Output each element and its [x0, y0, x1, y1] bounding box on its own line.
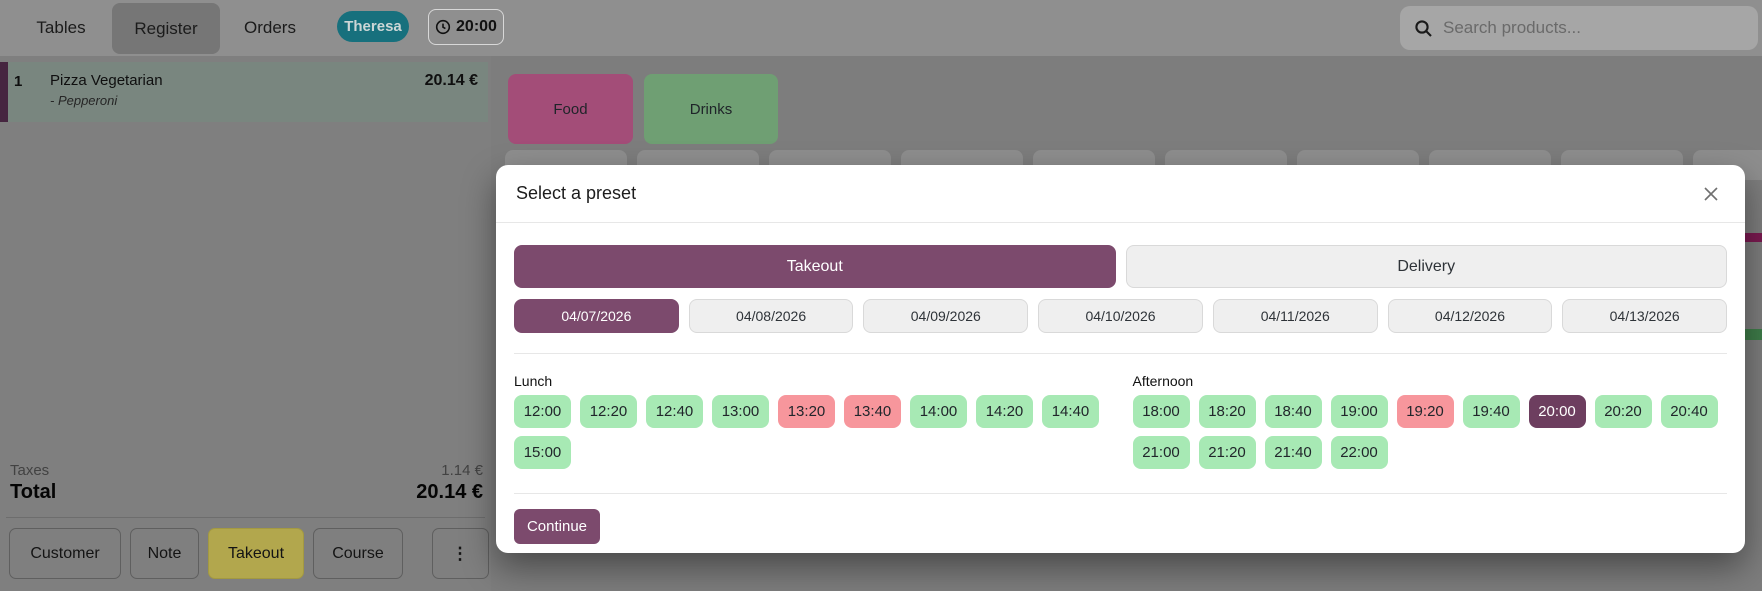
time-slot-button[interactable]: 22:00	[1330, 436, 1388, 469]
slot-list: 12:00 12:20 12:40 13:00 13:20 13:40 14:00 14:20…	[514, 395, 1109, 469]
date-picker-row: 04/07/2026 04/08/2026 04/09/2026 04/10/2026…	[514, 299, 1728, 333]
time-slot-button[interactable]: 12:40	[646, 395, 703, 428]
time-slot-button[interactable]: 14:00	[910, 395, 967, 428]
takeout-button[interactable]: Takeout	[208, 528, 304, 579]
clock-icon	[435, 19, 451, 35]
time-slot-button[interactable]: 20:40	[1660, 395, 1718, 428]
note-button[interactable]: Note	[130, 528, 199, 579]
slot-list: 18:00 18:20 18:40 19:00 19:20 19:40 20:00 20:20…	[1132, 395, 1728, 469]
order-panel: 1 Pizza Vegetarian - Pepperoni 20.14 € T…	[0, 56, 491, 591]
nav-item-tables[interactable]: Tables	[30, 0, 92, 56]
order-line-quantity: 1	[14, 73, 23, 90]
dialog-header: Select a preset	[496, 165, 1745, 223]
date-button[interactable]: 04/12/2026	[1387, 299, 1553, 333]
time-slot-button[interactable]: 13:20	[778, 395, 835, 428]
date-button[interactable]: 04/09/2026	[863, 299, 1029, 333]
nav-item-register[interactable]: Register	[112, 3, 220, 54]
order-line[interactable]: 1 Pizza Vegetarian - Pepperoni 20.14 €	[0, 62, 488, 122]
more-options-button[interactable]: ⋮	[432, 528, 489, 579]
course-button[interactable]: Course	[313, 528, 403, 579]
time-slot-button[interactable]: 21:20	[1198, 436, 1256, 469]
date-button[interactable]: 04/13/2026	[1562, 299, 1728, 333]
preset-tab-takeout[interactable]: Takeout	[514, 245, 1116, 288]
taxes-value: 1.14 €	[441, 462, 483, 479]
category-food[interactable]: Food	[508, 74, 633, 144]
order-line-product-name: Pizza Vegetarian	[50, 72, 163, 89]
total-value: 20.14 €	[416, 481, 483, 503]
preset-tabs: Takeout Delivery	[514, 245, 1727, 288]
time-slot-button[interactable]: 13:00	[712, 395, 769, 428]
time-slot-button[interactable]: 18:00	[1132, 395, 1190, 428]
user-badge[interactable]: Theresa	[337, 11, 409, 42]
time-slot-button[interactable]: 19:00	[1330, 395, 1388, 428]
taxes-label: Taxes	[10, 462, 50, 479]
order-line-note: - Pepperoni	[50, 93, 118, 108]
time-slot-groups: Lunch 12:00 12:20 12:40 13:00 13:20 13:40 14:00…	[514, 373, 1727, 469]
date-button[interactable]: 04/08/2026	[688, 299, 854, 333]
dialog-title: Select a preset	[516, 183, 637, 203]
total-label: Total	[10, 481, 57, 503]
clock-chip[interactable]: 20:00	[428, 9, 504, 45]
close-button[interactable]	[1697, 180, 1725, 208]
time-slot-button[interactable]: 19:20	[1396, 395, 1454, 428]
product-color-strip-purple	[1745, 233, 1762, 242]
select-preset-dialog: Select a preset Takeout Delivery 04/07/20…	[496, 165, 1745, 553]
slot-group-afternoon: Afternoon 18:00 18:20 18:40 19:00 19:20 19:40 2…	[1132, 373, 1728, 469]
panel-divider	[6, 517, 485, 518]
footer-divider	[514, 493, 1727, 494]
more-vertical-icon: ⋮	[451, 543, 470, 563]
taxes-row: Taxes 1.14 €	[10, 462, 483, 479]
time-slot-button[interactable]: 21:40	[1264, 436, 1322, 469]
time-slot-button[interactable]: 14:40	[1042, 395, 1099, 428]
time-slot-button[interactable]: 12:00	[514, 395, 571, 428]
close-icon	[1701, 186, 1721, 207]
total-row: Total 20.14 €	[10, 481, 483, 504]
time-slot-button[interactable]: 19:40	[1462, 395, 1520, 428]
order-line-price: 20.14 €	[424, 72, 478, 89]
date-button[interactable]: 04/10/2026	[1038, 299, 1203, 333]
time-slot-button[interactable]: 15:00	[514, 436, 571, 469]
date-button[interactable]: 04/07/2026	[514, 299, 679, 333]
slot-group-label: Lunch	[514, 373, 553, 389]
time-slot-button[interactable]: 18:20	[1198, 395, 1256, 428]
time-slot-button[interactable]: 21:00	[1132, 436, 1190, 469]
time-slot-button[interactable]: 20:00	[1528, 395, 1586, 428]
date-button[interactable]: 04/11/2026	[1212, 299, 1378, 333]
product-color-strip-green	[1745, 329, 1762, 340]
search-box[interactable]	[1400, 6, 1758, 50]
time-slot-button[interactable]: 14:20	[976, 395, 1033, 428]
customer-button[interactable]: Customer	[9, 528, 121, 579]
section-divider	[514, 353, 1727, 354]
continue-button[interactable]: Continue	[514, 509, 600, 544]
time-slot-button[interactable]: 20:20	[1594, 395, 1652, 428]
dialog-body: Takeout Delivery 04/07/2026 04/08/2026 04/0…	[496, 223, 1745, 544]
clock-time: 20:00	[456, 18, 497, 35]
search-icon	[1414, 19, 1433, 38]
category-drinks[interactable]: Drinks	[644, 74, 778, 144]
time-slot-button[interactable]: 12:20	[580, 395, 637, 428]
order-line-selection-stripe	[0, 62, 8, 122]
time-slot-button[interactable]: 18:40	[1264, 395, 1322, 428]
preset-tab-delivery[interactable]: Delivery	[1125, 245, 1727, 288]
slot-group-label: Afternoon	[1132, 373, 1194, 389]
search-input[interactable]	[1443, 18, 1744, 38]
time-slot-button[interactable]: 13:40	[844, 395, 901, 428]
nav-item-orders[interactable]: Orders	[237, 0, 303, 56]
slot-group-lunch: Lunch 12:00 12:20 12:40 13:00 13:20 13:40 14:00…	[514, 373, 1109, 469]
top-bar: Tables Register Orders Theresa 20:00	[0, 0, 1762, 56]
